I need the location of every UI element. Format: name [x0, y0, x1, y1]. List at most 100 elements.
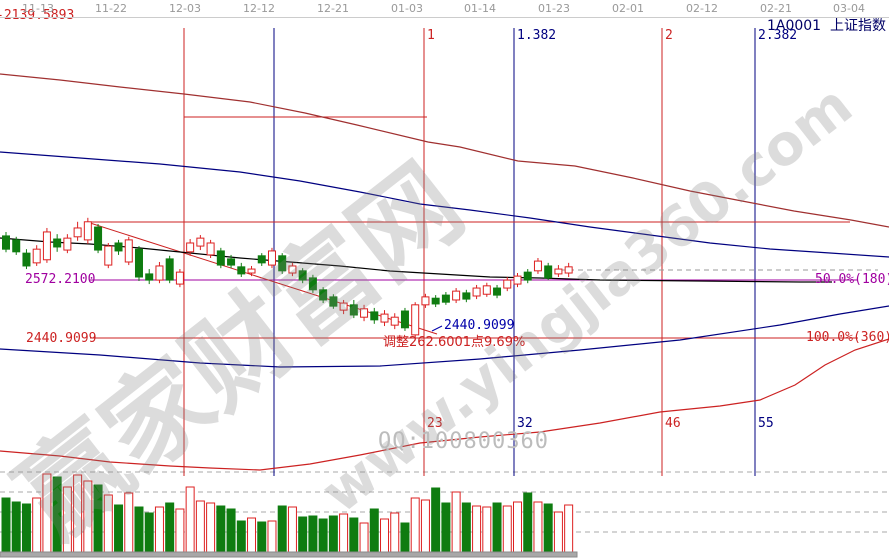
- volume-bar-19: [195, 500, 205, 553]
- volume-bar-6: [62, 486, 72, 553]
- date-tick-11-13: 11-13: [22, 2, 54, 15]
- volume-bar-40: [410, 497, 420, 553]
- date-tick-01-23: 01-23: [538, 2, 570, 15]
- volume-bar-21: [216, 505, 226, 553]
- candle-body-25: [257, 255, 266, 264]
- candle-body-21: [216, 250, 225, 266]
- low-callout-leader: [431, 325, 443, 332]
- volume-bar-4: [42, 473, 52, 553]
- candle-body-12: [124, 239, 133, 263]
- candle-body-47: [482, 285, 491, 295]
- candle-body-1: [12, 239, 21, 253]
- candle-body-53: [544, 265, 553, 279]
- candle-body-3: [32, 248, 41, 264]
- candle-body-30: [308, 277, 317, 291]
- volume-bar-50: [513, 501, 522, 553]
- date-tick-11-22: 11-22: [95, 2, 127, 15]
- candle-body-20: [206, 242, 215, 256]
- volume-bar-27: [277, 505, 287, 553]
- date-tick-02-01: 02-01: [612, 2, 644, 15]
- volume-bar-42: [431, 487, 441, 553]
- volume-bar-18: [185, 486, 195, 553]
- candle-body-22: [227, 258, 236, 266]
- volume-bar-47: [482, 506, 492, 553]
- candle-body-10: [104, 245, 113, 266]
- candle-body-50: [513, 275, 522, 285]
- volume-bar-10: [103, 494, 113, 553]
- candle-body-46: [472, 287, 481, 297]
- volume-bar-17: [175, 508, 185, 553]
- volume-bar-8: [83, 480, 93, 553]
- volume-bar-12: [124, 492, 134, 553]
- candle-body-38: [390, 316, 399, 326]
- volume-bar-49: [502, 505, 512, 553]
- volume-bar-15: [154, 506, 164, 553]
- candle-body-27: [278, 255, 287, 272]
- volume-bar-16: [165, 502, 175, 553]
- volume-bar-46: [472, 505, 482, 553]
- volume-bar-2: [21, 503, 31, 553]
- envelope-lower-red-line: [0, 338, 889, 471]
- volume-bar-38: [390, 512, 400, 553]
- volume-bar-54: [553, 511, 563, 553]
- candle-body-19: [196, 237, 205, 247]
- candle-body-14: [145, 273, 154, 281]
- candle-body-15: [155, 265, 164, 281]
- volume-bar-41: [420, 499, 430, 553]
- candle-body-5: [53, 238, 62, 248]
- volume-bar-24: [247, 517, 257, 553]
- candle-body-6: [63, 237, 72, 251]
- candle-body-52: [533, 260, 542, 272]
- volume-bar-20: [206, 502, 216, 553]
- volume-bar-36: [369, 508, 379, 553]
- date-tick-12-21: 12-21: [317, 2, 349, 15]
- envelope-lower-navy-line: [0, 305, 889, 368]
- candle-body-55: [564, 266, 573, 274]
- candle-body-17: [175, 271, 184, 285]
- volume-bar-45: [461, 502, 471, 553]
- candle-body-11: [114, 242, 123, 252]
- candle-body-26: [267, 250, 276, 266]
- candle-body-4: [42, 231, 51, 261]
- volume-bar-1: [11, 501, 21, 553]
- volume-bar-30: [308, 515, 318, 553]
- candle-body-18: [186, 242, 195, 253]
- volume-bar-22: [226, 508, 236, 553]
- candle-body-8: [83, 221, 92, 241]
- date-tick-12-03: 12-03: [169, 2, 201, 15]
- candle-body-0: [2, 235, 10, 250]
- volume-bar-28: [287, 506, 297, 553]
- candle-body-54: [554, 268, 563, 275]
- candle-body-45: [462, 292, 471, 300]
- volume-bar-43: [441, 502, 451, 553]
- date-tick-12-12: 12-12: [243, 2, 275, 15]
- volume-bar-7: [73, 474, 83, 553]
- candle-body-2: [22, 252, 31, 267]
- volume-bar-39: [400, 522, 410, 553]
- candle-body-37: [380, 313, 389, 323]
- candle-body-13: [134, 248, 143, 278]
- candle-body-43: [441, 294, 450, 303]
- volume-bar-37: [380, 518, 390, 553]
- volume-bar-35: [359, 522, 369, 553]
- volume-bar-25: [257, 521, 267, 553]
- volume-bar-5: [52, 476, 62, 553]
- volume-bar-55: [564, 504, 574, 553]
- candle-body-51: [523, 271, 532, 281]
- candle-body-16: [165, 258, 174, 281]
- volume-bar-48: [492, 502, 502, 553]
- candle-body-33: [339, 302, 348, 311]
- candle-body-35: [360, 308, 369, 318]
- date-tick-02-21: 02-21: [760, 2, 792, 15]
- candle-body-31: [319, 289, 328, 301]
- candle-body-7: [73, 227, 82, 238]
- volume-bar-23: [236, 520, 246, 553]
- bottom-scrollbar[interactable]: [0, 551, 578, 558]
- ma-mid-navy-line: [0, 151, 889, 258]
- volume-bar-0: [1, 497, 11, 553]
- volume-bar-26: [267, 520, 277, 553]
- volume-bar-31: [318, 518, 328, 553]
- date-tick-03-04: 03-04: [833, 2, 865, 15]
- date-tick-01-14: 01-14: [464, 2, 496, 15]
